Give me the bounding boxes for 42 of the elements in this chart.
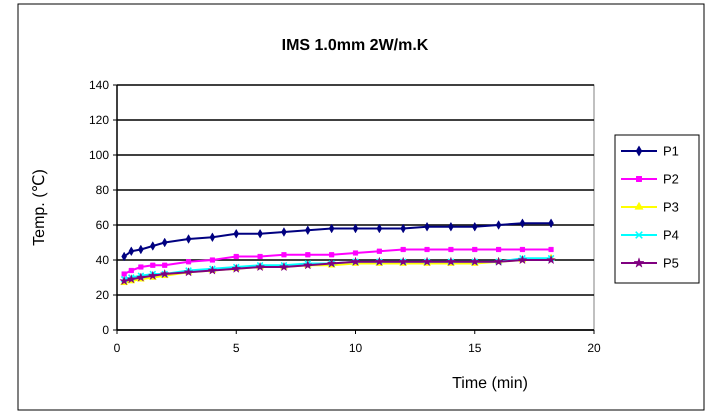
point [234,254,239,260]
x-tick-label: 0 [114,341,121,355]
point [122,271,127,277]
y-tick-label: 60 [96,218,110,232]
point [162,262,168,268]
legend-label: P2 [663,172,679,187]
y-tick-label: 120 [88,113,110,128]
legend-label: P5 [663,256,679,271]
point [186,259,192,264]
legend-label: P1 [663,144,679,159]
point [128,268,134,274]
y-tick-label: 0 [102,323,110,338]
y-tick-label: 20 [96,288,110,302]
point [150,262,156,268]
point [424,246,430,252]
point [138,264,144,270]
x-axis-title: Time (min) [452,375,528,392]
x-tick-label: 10 [348,341,362,355]
y-tick-label: 140 [88,78,110,92]
point [496,246,502,252]
y-axis-title: Temp. (℃) [31,169,48,246]
point [472,246,478,252]
x-tick-label: 5 [232,341,240,355]
chart-title: IMS 1.0mm 2W/m.K [282,37,429,54]
point [281,252,287,258]
point [448,246,454,252]
point [376,248,382,254]
point [548,246,554,252]
point [305,252,310,258]
legend-label: P3 [663,200,679,215]
x-tick-label: 20 [587,341,601,355]
y-tick-label: 100 [88,148,110,162]
point [258,254,263,260]
point [352,250,358,256]
y-tick-label: 40 [96,253,110,268]
x-tick-label: 15 [468,341,482,355]
point [400,246,406,252]
y-tick-label: 80 [96,183,110,198]
point [520,246,526,252]
point [329,252,334,258]
legend-label: P4 [663,228,679,243]
point [210,257,215,263]
